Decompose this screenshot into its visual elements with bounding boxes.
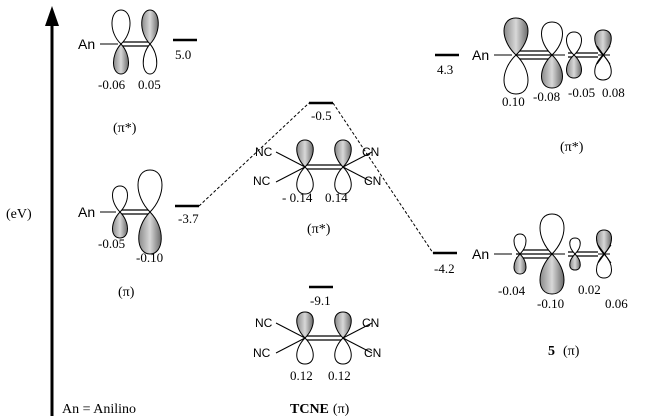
product-homo-orbital: An [472, 213, 612, 295]
product-orbital: (π) [563, 344, 580, 359]
an-substituent-label: An [78, 36, 95, 52]
tcne-lumo-coef-2: 0.14 [325, 190, 348, 205]
product-lumo-coef-4: 0.08 [602, 85, 625, 100]
an-substituent-label: An [472, 47, 489, 63]
cyano-label: CN [364, 174, 381, 188]
tcne-name: TCNE [290, 402, 329, 417]
tcne-lumo-coef-1: - 0.14 [282, 190, 313, 205]
product-homo-energy: -4.2 [434, 261, 455, 276]
tcne-orbital: (π) [333, 402, 350, 417]
left-lumo-coef-1: -0.06 [98, 77, 126, 92]
product-homo-label: 5 (π) [548, 344, 580, 359]
correlation-line [198, 102, 310, 207]
tcne-homo-orbital [275, 311, 373, 365]
tcne-lumo-label: (π*) [307, 222, 331, 237]
product-lumo-coef-1: 0.10 [502, 94, 525, 109]
tcne-lumo-orbital [275, 139, 373, 195]
product-homo-coef-1: -0.04 [498, 283, 526, 298]
tcne-homo-energy: -9.1 [310, 293, 331, 308]
an-substituent-label: An [472, 246, 489, 262]
cyano-label: NC [255, 145, 273, 159]
product-lumo-label: (π*) [560, 140, 584, 155]
an-substituent-label: An [78, 204, 95, 220]
tcne-lumo-energy: -0.5 [311, 108, 332, 123]
cyano-label: CN [364, 346, 381, 360]
left-lumo-orbital: An [78, 9, 159, 75]
cyano-label: CN [362, 145, 379, 159]
cyano-label: NC [253, 346, 271, 360]
product-number: 5 [548, 344, 555, 359]
product-homo-coef-3: 0.02 [578, 282, 601, 297]
anilino-legend: An = Anilino [62, 402, 136, 417]
cyano-label: NC [253, 174, 271, 188]
left-homo-coef-1: -0.05 [98, 236, 125, 251]
left-homo-label: (π) [118, 285, 135, 300]
product-lumo-orbital: An [472, 17, 612, 95]
left-lumo-label: (π*) [113, 121, 137, 136]
product-lumo-energy: 4.3 [437, 62, 453, 77]
tcne-name-label: TCNE (π) [290, 402, 350, 417]
energy-axis [45, 6, 59, 416]
product-homo-coef-2: -0.10 [537, 296, 564, 311]
tcne-homo-coef-1: 0.12 [290, 368, 313, 383]
product-lumo-coef-3: -0.05 [568, 85, 595, 100]
left-homo-energy: -3.7 [178, 211, 199, 226]
cyano-label: CN [362, 316, 379, 330]
left-lumo-energy: 5.0 [175, 47, 191, 62]
correlation-line [332, 102, 434, 254]
product-homo-coef-4: 0.06 [605, 296, 628, 311]
cyano-label: NC [255, 316, 273, 330]
product-lumo-coef-2: -0.08 [533, 89, 560, 104]
left-homo-orbital: An [78, 169, 163, 255]
left-lumo-coef-2: 0.05 [138, 77, 161, 92]
tcne-homo-coef-2: 0.12 [328, 368, 351, 383]
left-homo-coef-2: -0.10 [136, 250, 163, 265]
axis-label: (eV) [6, 207, 32, 222]
